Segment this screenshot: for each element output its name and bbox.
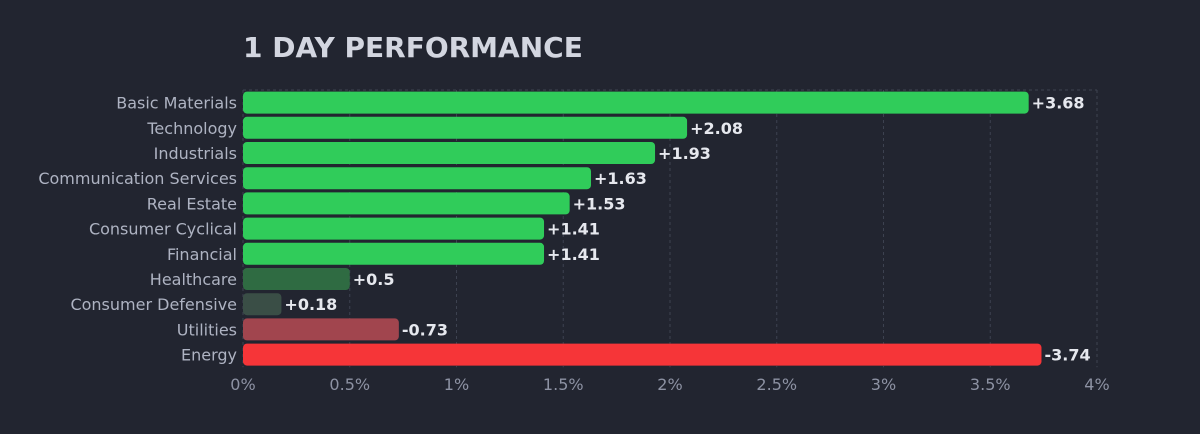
bar[interactable] — [243, 142, 656, 164]
bar[interactable] — [243, 167, 592, 190]
x-tick-label: 1.5% — [543, 375, 584, 394]
x-tick-label: 2.5% — [756, 375, 797, 394]
category-label: Basic Materials — [116, 94, 237, 113]
value-label: +3.68 — [1032, 94, 1085, 113]
bar[interactable] — [243, 343, 1042, 366]
bar[interactable] — [243, 268, 350, 290]
x-tick-label: 4% — [1084, 375, 1109, 394]
value-label: +1.93 — [658, 144, 711, 163]
value-label: -3.74 — [1044, 346, 1090, 365]
x-tick-label: 1% — [444, 375, 469, 394]
labels-layer: Basic Materials +3.68 Technology +2.08 Indus… — [38, 94, 1090, 365]
x-tick-label: 3% — [871, 375, 896, 394]
value-label: +1.53 — [573, 194, 626, 213]
bar[interactable] — [243, 192, 570, 215]
value-label: +1.41 — [547, 245, 600, 264]
bar[interactable] — [243, 242, 545, 265]
category-label: Energy — [181, 346, 237, 365]
x-tick-label: 2% — [657, 375, 682, 394]
x-tick-label: 0% — [230, 375, 255, 394]
bars-layer — [243, 91, 1042, 366]
category-label: Healthcare — [150, 270, 237, 289]
x-axis-ticks: 0% 0.5% 1% 1.5% 2% 2.5% 3% 3.5% 4% — [230, 375, 1109, 394]
category-label: Financial — [167, 245, 237, 264]
bar[interactable] — [243, 217, 545, 240]
category-label: Utilities — [177, 320, 237, 339]
x-tick-label: 3.5% — [970, 375, 1011, 394]
value-label: +2.08 — [690, 119, 743, 138]
bar[interactable] — [243, 91, 1029, 114]
category-label: Real Estate — [147, 194, 237, 213]
chart-title: 1 DAY PERFORMANCE — [243, 31, 583, 64]
bar[interactable] — [243, 293, 282, 316]
value-label: +1.41 — [547, 220, 600, 239]
category-label: Communication Services — [38, 169, 237, 188]
category-label: Industrials — [154, 144, 237, 163]
category-label: Consumer Cyclical — [89, 220, 237, 239]
bar[interactable] — [243, 116, 688, 139]
category-label: Technology — [146, 119, 237, 138]
bar[interactable] — [243, 318, 399, 341]
value-label: +1.63 — [594, 169, 647, 188]
category-label: Consumer Defensive — [70, 295, 237, 314]
x-tick-label: 0.5% — [329, 375, 370, 394]
value-label: +0.18 — [284, 295, 337, 314]
value-label: -0.73 — [402, 320, 448, 339]
value-label: +0.5 — [353, 270, 395, 289]
